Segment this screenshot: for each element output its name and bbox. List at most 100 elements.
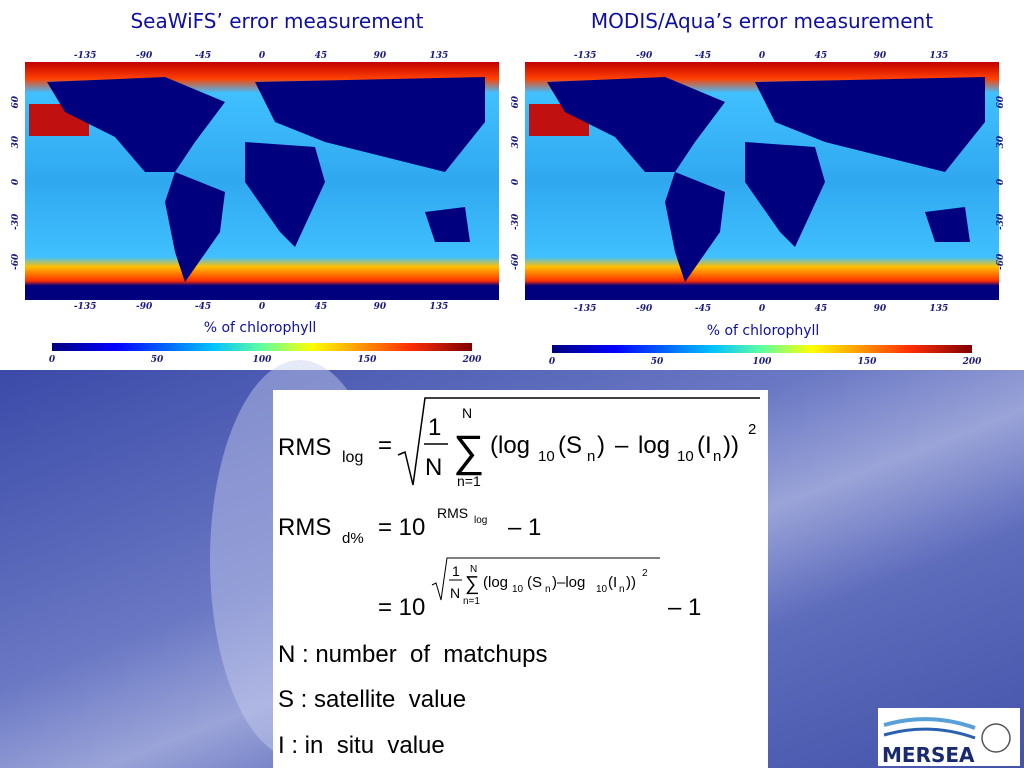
colorbar-tick-label: 50 xyxy=(151,355,164,365)
formula-text: (I xyxy=(608,574,617,591)
lon-tick-label: 135 xyxy=(929,304,948,314)
formula-text: n=1 xyxy=(463,596,480,607)
definition: N : number of matchups xyxy=(278,641,547,668)
colorbar-label: % of chlorophyll xyxy=(707,323,820,339)
lon-tick-label: 0 xyxy=(259,51,266,61)
lat-tick-label: -60 xyxy=(11,253,21,270)
lat-tick-label: -60 xyxy=(511,253,521,270)
lon-tick-label: -45 xyxy=(195,51,211,61)
formula-text: N xyxy=(462,405,472,421)
colorbar-tick-label: 150 xyxy=(358,355,378,365)
colorbar-tick-label: 0 xyxy=(49,355,56,365)
lat-tick-label: -30 xyxy=(511,213,521,230)
formula-text: 10 xyxy=(596,584,608,595)
formula-text: RMS xyxy=(278,514,331,541)
definition: I : in situ value xyxy=(278,732,445,759)
colorbar-tick-label: 100 xyxy=(753,357,773,367)
formula-text: 2 xyxy=(642,568,648,579)
formula-text: n xyxy=(713,448,721,465)
lon-tick-label: -90 xyxy=(136,51,153,61)
lat-tick-label: 0 xyxy=(11,178,21,185)
formula-text: d% xyxy=(342,530,364,547)
formula-text: n xyxy=(619,584,625,595)
lon-tick-label: -90 xyxy=(136,302,153,312)
formula-text: log xyxy=(342,449,363,466)
formula-text: (S xyxy=(527,574,542,591)
lat-tick-label: 30 xyxy=(511,135,521,148)
colorbar-tick-label: 200 xyxy=(462,355,483,365)
lon-tick-label: -135 xyxy=(574,304,597,314)
lon-tick-label: 45 xyxy=(315,51,328,61)
lat-tick-label: 60 xyxy=(11,95,21,108)
lat-tick-label: -30 xyxy=(11,213,21,230)
lon-tick-label: -90 xyxy=(636,51,653,61)
lon-tick-label: 45 xyxy=(315,302,328,312)
formula-text: N xyxy=(450,585,460,601)
formula-text: )–log xyxy=(552,574,585,591)
lon-tick-label: 135 xyxy=(429,51,448,61)
formula-text: – xyxy=(615,432,629,459)
formula-text: 10 xyxy=(677,448,694,465)
lon-tick-label: 90 xyxy=(874,304,887,314)
lon-tick-label: 90 xyxy=(874,51,887,61)
sqrt xyxy=(431,557,660,601)
formula-text: = 10 xyxy=(378,514,425,541)
formula-text: 2 xyxy=(748,421,756,438)
formula-text: n xyxy=(587,448,595,465)
colorbar-tick-label: 150 xyxy=(858,357,878,367)
formula-text: )) xyxy=(626,574,636,591)
logo-wave xyxy=(883,717,976,730)
lon-tick-label: -45 xyxy=(695,51,711,61)
lon-tick-label: -45 xyxy=(695,304,711,314)
lat-tick-label: 60 xyxy=(511,95,521,108)
logo-text: MERSEA xyxy=(882,743,975,767)
panel-title: SeaWiFS’ error measurement xyxy=(130,9,423,33)
lat-tick-label: 0 xyxy=(511,178,521,185)
lon-tick-label: -135 xyxy=(74,302,97,312)
lon-tick-label: 135 xyxy=(929,51,948,61)
formula-text: (I xyxy=(697,432,712,459)
formula-text: ∑ xyxy=(453,427,484,476)
lon-tick-label: 45 xyxy=(815,304,828,314)
colorbar-label: % of chlorophyll xyxy=(204,320,317,336)
lon-tick-label: 90 xyxy=(374,302,387,312)
logo-globe xyxy=(981,723,1011,753)
lon-tick-label: 0 xyxy=(759,51,766,61)
formula-text: n=1 xyxy=(457,473,481,489)
formula-text: 10 xyxy=(512,584,524,595)
formula-text: (S xyxy=(558,432,582,459)
lon-tick-label: 0 xyxy=(759,304,766,314)
formula: RMS log = 1 N N ∑ n=1 (log 10 (S n ) – l… xyxy=(278,397,760,759)
lat-tick-label: 60 xyxy=(996,95,1006,108)
colorbar-tick-label: 100 xyxy=(253,355,273,365)
formula-text: ) xyxy=(597,432,605,459)
lat-tick-label: 0 xyxy=(996,178,1006,185)
lon-tick-label: -135 xyxy=(74,51,97,61)
formula-text: – 1 xyxy=(508,514,541,541)
formula-text: = 10 xyxy=(378,594,425,621)
formula-text: (log xyxy=(483,574,508,591)
formula-text: n xyxy=(545,584,551,595)
lon-tick-label: 90 xyxy=(374,51,387,61)
lat-tick-label: 30 xyxy=(996,135,1006,148)
lon-tick-label: -90 xyxy=(636,304,653,314)
colorbar-tick-label: 0 xyxy=(549,357,556,367)
lat-tick-label: -60 xyxy=(996,253,1006,270)
sqrt xyxy=(397,397,760,486)
colorbar xyxy=(52,343,472,351)
formula-text: 1 xyxy=(428,414,441,441)
definition: S : satellite value xyxy=(278,686,466,713)
lat-tick-label: 30 xyxy=(11,135,21,148)
formula-text: = xyxy=(378,432,392,459)
lat-tick-label: -30 xyxy=(996,213,1006,230)
formula-text: N xyxy=(470,564,477,575)
lon-tick-label: 45 xyxy=(815,51,828,61)
formula-text: log xyxy=(638,432,670,459)
map xyxy=(525,62,999,300)
lon-tick-label: 135 xyxy=(429,302,448,312)
formula-text: 10 xyxy=(538,448,555,465)
lon-tick-label: -135 xyxy=(574,51,597,61)
formula-text: ∑ xyxy=(465,573,479,595)
formula-text: RMS xyxy=(437,505,468,521)
